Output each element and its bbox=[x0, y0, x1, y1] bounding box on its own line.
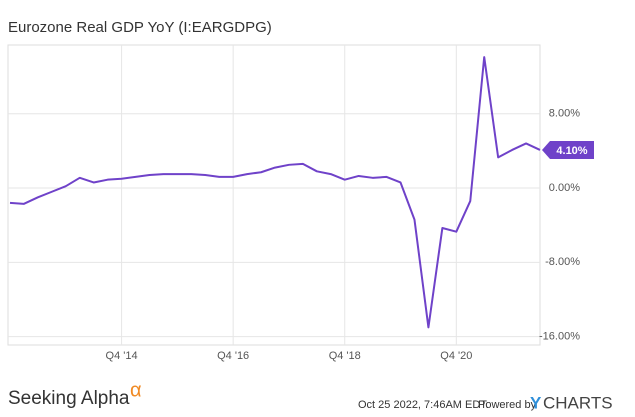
line bbox=[9, 56, 541, 329]
brand-symbol: α bbox=[130, 379, 142, 401]
value-label-box bbox=[542, 140, 594, 159]
y-tick-label: -8.00% bbox=[545, 256, 580, 268]
timestamp: Oct 25 2022, 7:46AM EDT. bbox=[358, 399, 489, 411]
plot-frame bbox=[7, 44, 541, 346]
ycharts-y: Y bbox=[530, 393, 542, 412]
value-label: 4.10% bbox=[556, 145, 587, 157]
ycharts-rest: CHARTS bbox=[543, 393, 613, 412]
powered-by: Powered by bbox=[478, 399, 537, 411]
brand: Seeking Alpha bbox=[8, 388, 130, 409]
y-tick-label: 0.00% bbox=[549, 182, 580, 194]
y-tick-label: 8.00% bbox=[549, 108, 580, 120]
x-tick-label: Q4 '14 bbox=[106, 350, 138, 362]
x-tick-label: Q4 '16 bbox=[217, 350, 249, 362]
chart-title: Eurozone Real GDP YoY (I:EARGDPG) bbox=[8, 19, 272, 36]
y-tick-label: -16.00% bbox=[539, 331, 580, 343]
x-tick-label: Q4 '18 bbox=[329, 350, 361, 362]
x-tick-label: Q4 '20 bbox=[440, 350, 472, 362]
